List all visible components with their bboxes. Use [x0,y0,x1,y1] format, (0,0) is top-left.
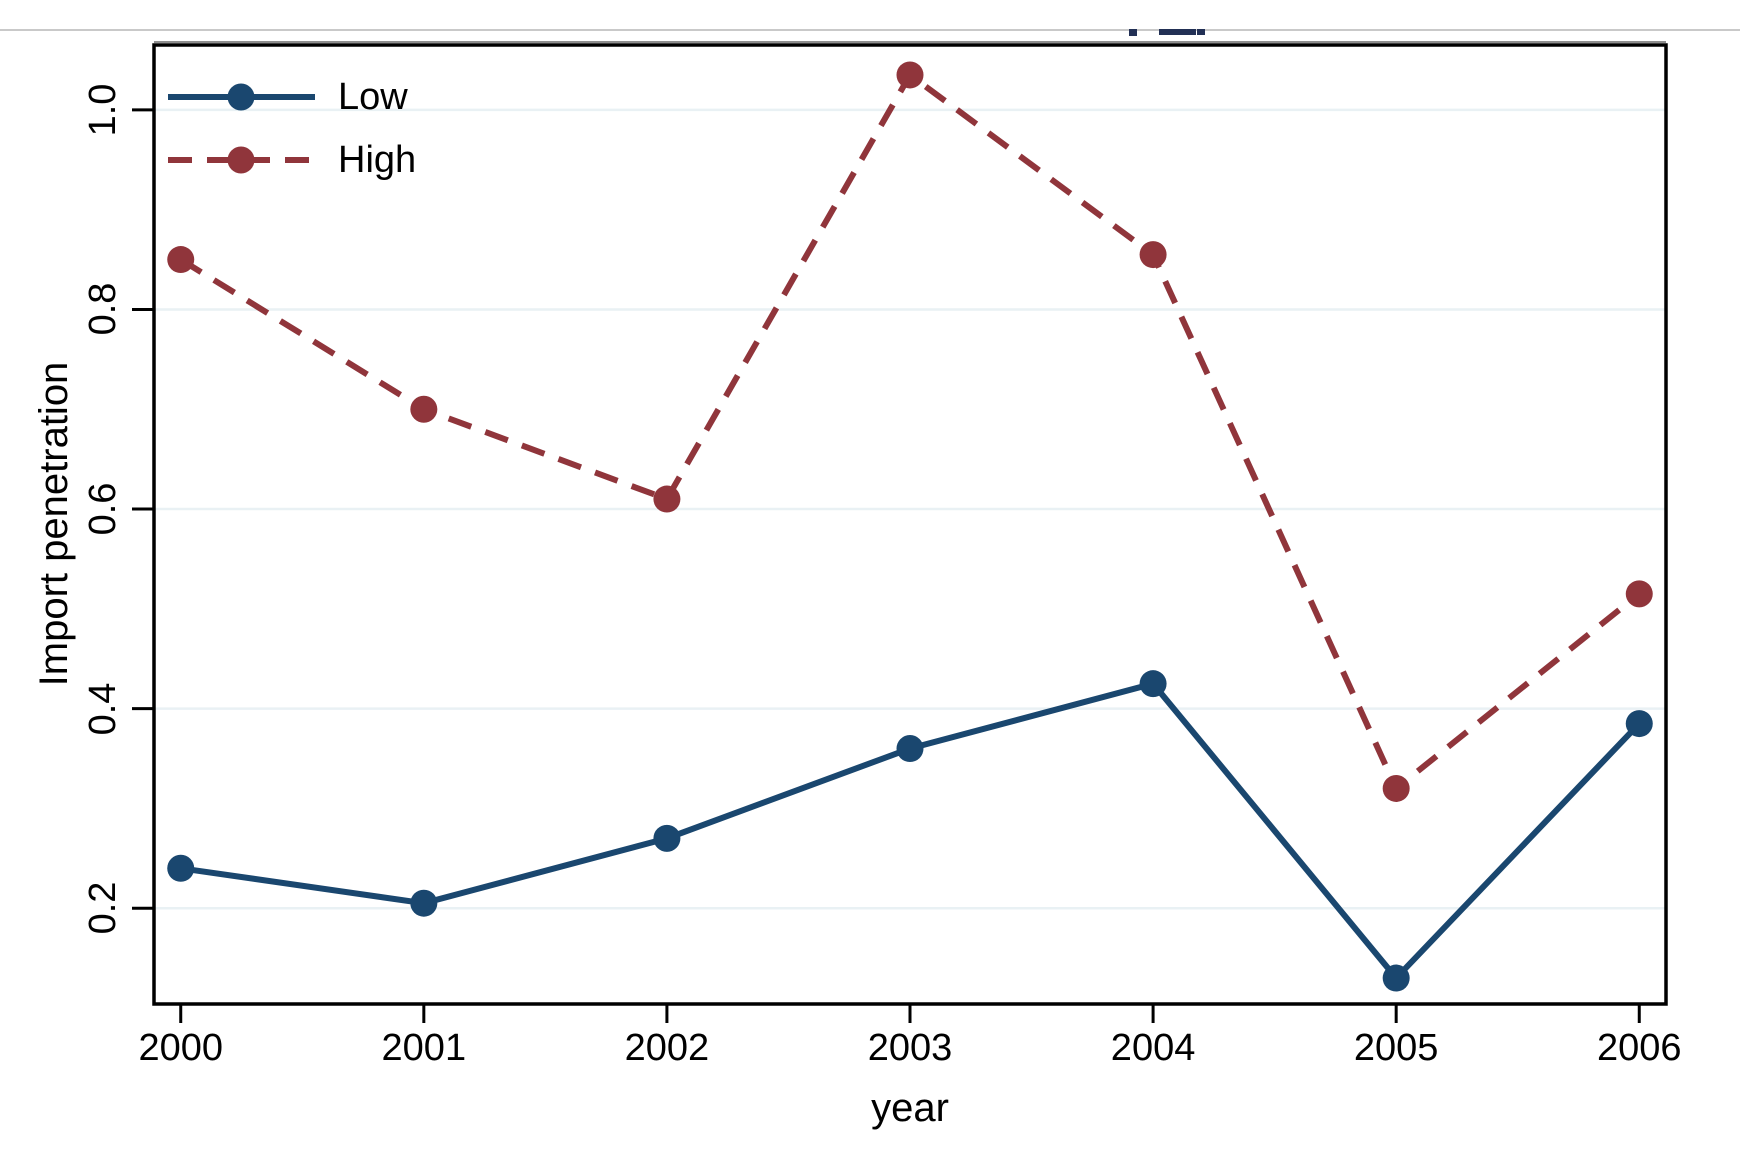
clipped-window-artifact-bar [1159,29,1196,35]
y-tick-label: 0.8 [82,283,124,336]
clipped-window-artifact-square-left [1129,29,1137,36]
legend-marker-high [227,146,255,174]
data-point-high [167,246,195,274]
data-point-high [410,395,438,423]
legend-label-low: Low [338,76,408,118]
y-tick-label: 0.2 [82,881,124,935]
legend-marker-low [227,83,255,111]
y-tick-label: 0.4 [82,682,124,736]
data-point-high [1139,241,1167,269]
x-tick-label: 2002 [624,1027,710,1069]
legend-label-high: High [338,139,417,181]
y-axis-title: Import penetration [32,361,76,687]
data-point-low [167,854,195,882]
data-point-low [410,889,438,917]
series-line-low [180,680,1642,983]
x-tick-label: 2004 [1110,1027,1196,1069]
data-point-low [896,735,924,763]
data-point-high [1382,774,1410,802]
series-line-high [179,70,1642,794]
x-tick-label: 2006 [1596,1027,1682,1069]
data-point-low [653,824,681,852]
data-point-low [1139,670,1167,698]
data-point-high [653,485,681,513]
x-tick-label: 2003 [867,1027,953,1069]
x-axis-title: year [871,1086,949,1130]
x-tick-label: 2005 [1353,1027,1439,1069]
top-hairline [0,29,1740,31]
data-point-low [1625,710,1653,738]
data-point-high [1625,580,1653,608]
x-tick-label: 2001 [381,1027,467,1069]
data-point-low [1382,964,1410,992]
data-point-high [896,61,924,89]
plot-border-shadow-line [154,41,1666,43]
clipped-window-artifact-square-right [1197,29,1205,35]
y-tick-label: 1.0 [82,83,124,137]
x-tick-label: 2000 [138,1027,224,1069]
plot-border [152,43,1668,1006]
y-tick-label: 0.6 [82,482,124,536]
